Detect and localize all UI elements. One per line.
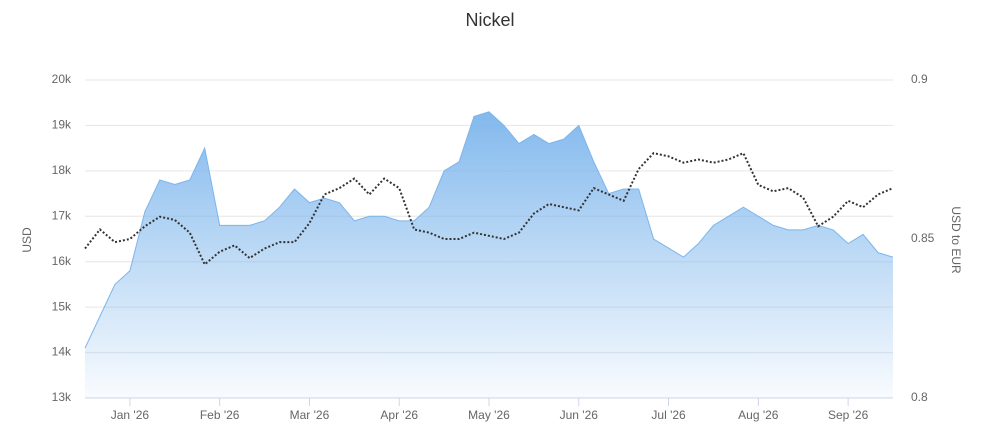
x-tick-label: May '26 (468, 408, 510, 422)
x-tick-label: Feb '26 (200, 408, 240, 422)
y-tick-label: 20k (52, 72, 72, 86)
x-tick-label: Aug '26 (738, 408, 779, 422)
x-tick-label: Mar '26 (290, 408, 330, 422)
y2-tick-label: 0.9 (911, 72, 928, 86)
y-tick-label: 15k (52, 299, 72, 313)
x-tick-label: Jun '26 (560, 408, 599, 422)
y-tick-label: 17k (52, 208, 72, 222)
y-tick-label: 16k (52, 254, 72, 268)
area (85, 111, 893, 399)
x-tick-label: Jul '26 (651, 408, 686, 422)
line (84, 151, 894, 267)
x-tick-label: Sep '26 (828, 408, 869, 422)
x-tick-label: Apr '26 (380, 408, 418, 422)
chart-title: Nickel (465, 10, 514, 30)
area-outline (84, 111, 894, 349)
y-tick-label: 14k (52, 345, 72, 359)
y-tick-label: 19k (52, 118, 72, 132)
y-tick-label: 18k (52, 163, 72, 177)
x-tick-label: Jan '26 (111, 408, 150, 422)
y2-tick-label: 0.8 (911, 390, 928, 404)
y-tick-label: 13k (52, 390, 72, 404)
y2-tick-label: 0.85 (911, 231, 935, 245)
y2-axis-title: USD to EUR (949, 206, 963, 274)
y-axis-title: USD (20, 227, 34, 253)
